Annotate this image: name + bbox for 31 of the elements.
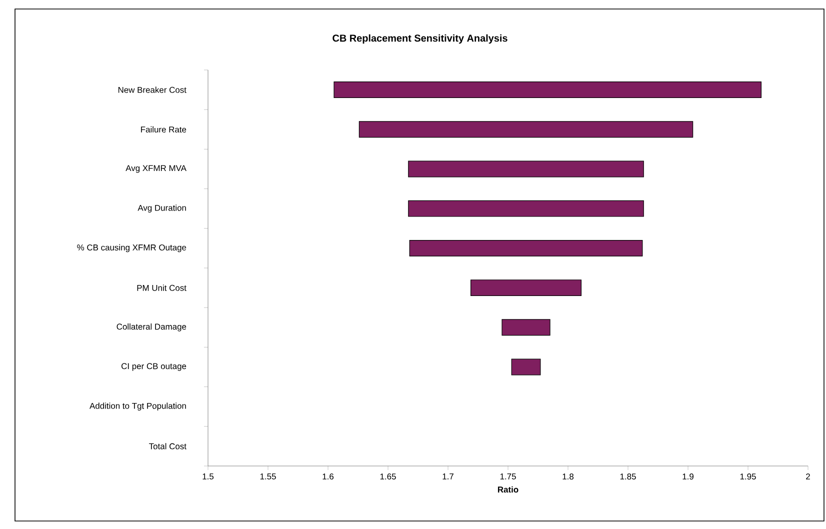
x-tick-label: 2 <box>806 474 810 480</box>
x-tick-label: 1.85 <box>620 474 636 480</box>
y-tick-label: Avg Duration <box>138 204 186 213</box>
x-tick-label: 1.65 <box>380 474 396 480</box>
y-tick-label: New Breaker Cost <box>118 86 186 93</box>
bar <box>470 280 582 296</box>
y-tick-label: PM Unit Cost <box>137 284 186 291</box>
x-tick-label: 1.9 <box>682 474 694 480</box>
bar <box>511 358 541 376</box>
y-tick-label: Collateral Damage <box>116 323 186 332</box>
x-axis-title: Ratio <box>498 486 518 493</box>
y-tick-label: Failure Rate <box>141 126 186 132</box>
x-tick-label: 1.95 <box>740 474 756 480</box>
chart-title: CB Replacement Sensitivity Analysis <box>332 34 508 44</box>
x-tick-label: 1.8 <box>562 474 574 480</box>
y-tick-label: % CB causing XFMR Outage <box>77 244 186 252</box>
bar <box>408 200 644 217</box>
x-tick-label: 1.5 <box>202 474 214 480</box>
bar <box>502 319 550 336</box>
y-tick-label: CI per CB outage <box>121 363 186 371</box>
x-tick-label: 1.7 <box>442 474 454 480</box>
bar <box>408 160 644 178</box>
x-tick-label: 1.75 <box>500 474 516 480</box>
y-tick-label: Addition to Tgt Population <box>90 402 186 411</box>
bar <box>358 121 694 138</box>
x-tick-label: 1.55 <box>260 474 276 480</box>
y-tick-label: Avg XFMR MVA <box>126 165 186 173</box>
bar <box>334 82 762 98</box>
x-tick-label: 1.6 <box>322 474 334 480</box>
bar <box>409 240 643 256</box>
y-tick-label: Total Cost <box>149 443 186 450</box>
